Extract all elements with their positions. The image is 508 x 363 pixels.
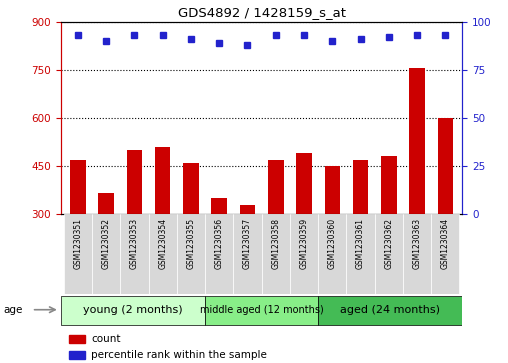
Bar: [183, 163, 199, 214]
Bar: [233, 214, 262, 294]
Bar: [240, 205, 255, 214]
Bar: [290, 214, 318, 294]
Bar: [64, 214, 92, 294]
Text: middle aged (12 months): middle aged (12 months): [200, 305, 324, 315]
Text: GSM1230362: GSM1230362: [384, 218, 393, 269]
Bar: [296, 153, 312, 214]
Bar: [353, 160, 368, 214]
Text: GSM1230360: GSM1230360: [328, 218, 337, 269]
Bar: [69, 335, 85, 343]
Bar: [437, 118, 453, 214]
Text: GSM1230354: GSM1230354: [158, 218, 167, 269]
Bar: [262, 214, 290, 294]
Text: GSM1230364: GSM1230364: [441, 218, 450, 269]
Bar: [375, 214, 403, 294]
Bar: [346, 214, 375, 294]
Bar: [148, 214, 177, 294]
Bar: [205, 214, 233, 294]
Bar: [126, 150, 142, 214]
Text: young (2 months): young (2 months): [83, 305, 183, 315]
Bar: [381, 156, 397, 214]
Bar: [70, 160, 86, 214]
Title: GDS4892 / 1428159_s_at: GDS4892 / 1428159_s_at: [178, 6, 345, 19]
Bar: [177, 214, 205, 294]
Text: GSM1230357: GSM1230357: [243, 218, 252, 269]
Text: GSM1230359: GSM1230359: [300, 218, 308, 269]
Bar: [318, 214, 346, 294]
Text: age: age: [3, 305, 22, 315]
Bar: [92, 214, 120, 294]
Text: GSM1230351: GSM1230351: [74, 218, 82, 269]
Bar: [120, 214, 148, 294]
Bar: [205, 295, 318, 325]
Text: GSM1230352: GSM1230352: [102, 218, 111, 269]
Text: percentile rank within the sample: percentile rank within the sample: [91, 350, 267, 360]
Bar: [99, 193, 114, 214]
Text: GSM1230353: GSM1230353: [130, 218, 139, 269]
Bar: [318, 295, 462, 325]
Bar: [409, 68, 425, 214]
Text: GSM1230363: GSM1230363: [412, 218, 422, 269]
Bar: [403, 214, 431, 294]
Bar: [211, 198, 227, 214]
Text: GSM1230358: GSM1230358: [271, 218, 280, 269]
Text: GSM1230355: GSM1230355: [186, 218, 196, 269]
Bar: [61, 295, 205, 325]
Text: count: count: [91, 334, 120, 344]
Text: GSM1230356: GSM1230356: [215, 218, 224, 269]
Bar: [431, 214, 459, 294]
Text: aged (24 months): aged (24 months): [340, 305, 440, 315]
Text: GSM1230361: GSM1230361: [356, 218, 365, 269]
Bar: [268, 160, 283, 214]
Bar: [325, 166, 340, 214]
Bar: [155, 147, 171, 214]
Bar: [69, 351, 85, 359]
